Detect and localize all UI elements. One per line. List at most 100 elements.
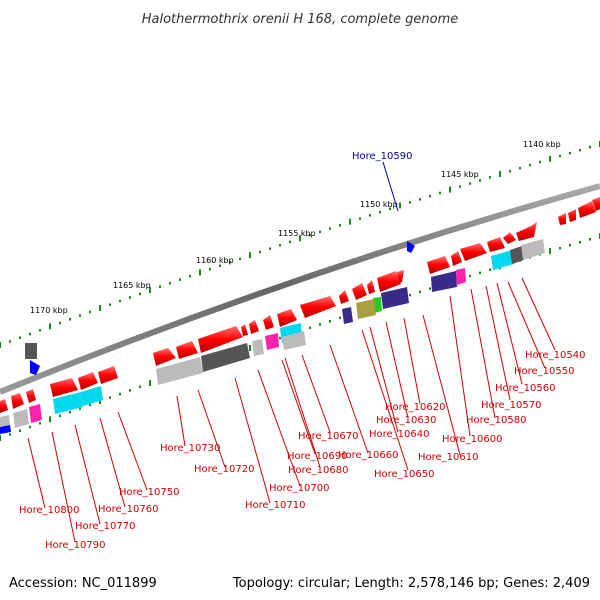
scale-tick [439, 191, 441, 195]
scale-tick [0, 342, 1, 348]
gene-label[interactable]: Hore_10560 [495, 383, 556, 394]
gene-arrow[interactable] [241, 324, 248, 336]
gene-arrow[interactable] [300, 296, 336, 318]
gene-arrow[interactable] [367, 280, 375, 294]
gene-label[interactable]: Hore_10600 [442, 434, 503, 445]
cog-block-navy[interactable] [381, 287, 409, 309]
gene-arrow[interactable] [176, 341, 198, 359]
gene-arrow[interactable] [249, 320, 259, 334]
gene-label[interactable]: Hore_10800 [19, 505, 80, 516]
gene-label[interactable]: Hore_10730 [160, 443, 221, 454]
gene-label[interactable]: Hore_10640 [369, 429, 430, 440]
gene-label[interactable]: Hore_10790 [45, 540, 106, 551]
scale-tick [449, 186, 451, 193]
scale-tick [289, 240, 291, 244]
gene-arrow[interactable] [377, 271, 401, 292]
gene-label[interactable]: Hore_10630 [376, 415, 437, 426]
scale-tick [39, 422, 41, 425]
gene-arrow[interactable] [460, 243, 487, 261]
gene-label[interactable]: Hore_10680 [288, 465, 349, 476]
gene-arrow[interactable] [26, 389, 36, 403]
scale-tick [9, 433, 11, 436]
cog-block-light-gray[interactable] [282, 331, 306, 350]
scale-tick [79, 314, 81, 317]
leader-line [403, 317, 421, 405]
cog-block-cyan[interactable] [491, 250, 514, 270]
cog-block-light-gray[interactable] [0, 415, 10, 427]
gene-label[interactable]: Hore_10700 [269, 483, 330, 494]
gene-box-small[interactable] [25, 343, 37, 359]
cog-block-light-gray[interactable] [156, 357, 203, 385]
leader-line [176, 395, 186, 447]
gene-label-leaders [27, 277, 556, 543]
gene-label[interactable]: Hore_10540 [525, 350, 586, 361]
gene-label[interactable]: Hore_10610 [418, 452, 479, 463]
cog-block-magenta[interactable] [456, 268, 466, 285]
gene-arrow[interactable] [451, 251, 462, 266]
gene-arrow[interactable] [277, 309, 297, 327]
gene-label[interactable]: Hore_10710 [245, 500, 306, 511]
gene-arrow[interactable] [198, 326, 243, 353]
cog-block-dark-gray[interactable] [510, 246, 524, 264]
gene-marker-left[interactable] [30, 360, 40, 375]
gene-label[interactable]: Hore_10720 [194, 464, 255, 475]
gene-arrow[interactable] [11, 393, 24, 409]
cog-block-magenta[interactable] [29, 404, 42, 423]
gene-label[interactable]: Hore_10570 [481, 400, 542, 411]
cog-block-blue[interactable] [0, 425, 11, 434]
gene-arrow[interactable] [0, 399, 8, 413]
scale-tick [29, 332, 31, 336]
leader-line [496, 282, 523, 385]
leader-line [117, 411, 148, 491]
scale-tick [429, 194, 431, 198]
scale-tick [99, 398, 101, 404]
gene-label[interactable]: Hore_10750 [119, 487, 180, 498]
scale-tick [69, 318, 71, 321]
cog-block-magenta[interactable] [265, 333, 279, 350]
scale-tick [569, 151, 571, 155]
gene-arrow[interactable] [339, 290, 349, 304]
scale-tick [239, 257, 241, 261]
gene-arrow[interactable] [568, 209, 576, 222]
gene-label[interactable]: Hore_10770 [75, 521, 136, 532]
gene-arrow[interactable] [78, 372, 98, 390]
cog-block-dark-gray[interactable] [201, 343, 250, 372]
gene-arrow[interactable] [427, 256, 450, 274]
gene-arrow[interactable] [98, 366, 118, 384]
scale-tick [49, 416, 51, 423]
cog-block-light-gray[interactable] [13, 409, 29, 428]
scale-tick [379, 210, 381, 214]
gene-arrow[interactable] [50, 378, 78, 397]
gene-arrow[interactable] [503, 232, 516, 244]
gene-arrow[interactable] [153, 348, 176, 366]
scale-tick [469, 274, 471, 278]
gene-label[interactable]: Hore_10760 [98, 504, 159, 515]
gene-label[interactable]: Hore_10580 [466, 415, 527, 426]
gene-label[interactable]: Hore_10620 [385, 402, 446, 413]
gene-label[interactable]: Hore_10660 [338, 450, 399, 461]
gene-arrow[interactable] [352, 283, 367, 300]
cog-block-light-gray[interactable] [521, 239, 545, 260]
gene-arrow[interactable] [578, 201, 596, 218]
gene-arrow[interactable] [592, 197, 600, 211]
cog-block-light-gray[interactable] [252, 339, 264, 356]
cog-block-navy[interactable] [431, 271, 457, 292]
accession-text: Accession: NC_011899 [9, 576, 157, 591]
gene-arrow[interactable] [487, 237, 505, 252]
gene-label[interactable]: Hore_10650 [374, 469, 435, 480]
gene-label[interactable]: Hore_10670 [298, 431, 359, 442]
cog-block-cyan[interactable] [53, 392, 83, 414]
cog-block-navy[interactable] [342, 307, 353, 324]
gene-arrow[interactable] [263, 315, 274, 330]
scale-tick [119, 299, 121, 303]
gene-label[interactable]: Hore_10550 [514, 366, 575, 377]
cog-block-cyan[interactable] [81, 386, 103, 406]
scale-tick [259, 250, 261, 254]
gene-arrow[interactable] [516, 222, 537, 241]
gene-highlight-marker[interactable]: Hore_10590 [352, 151, 415, 253]
gene-label[interactable]: Hore_10690 [287, 451, 348, 462]
gene-arrow[interactable] [558, 213, 566, 225]
gene-label-highlight[interactable]: Hore_10590 [352, 151, 413, 162]
cog-block-olive[interactable] [356, 299, 376, 319]
scale-tick [99, 305, 101, 311]
